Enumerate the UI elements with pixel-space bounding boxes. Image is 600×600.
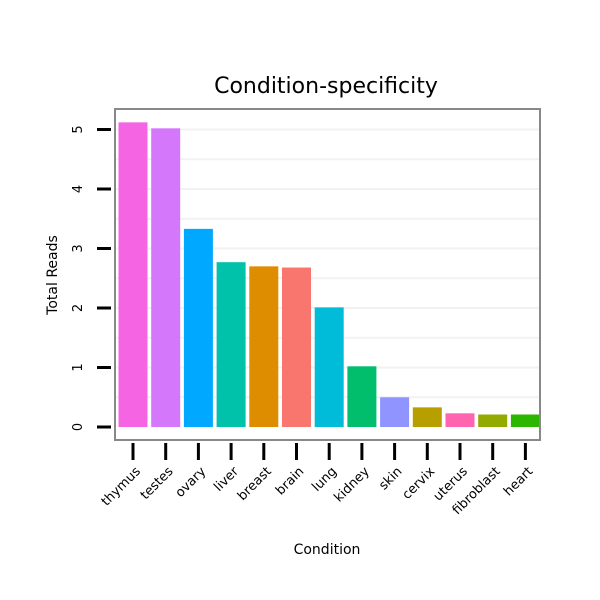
x-tick-label-breast: breast [235, 464, 275, 504]
y-tick-label: 0 [71, 423, 86, 431]
x-tick-label-testes: testes [138, 464, 177, 503]
y-axis: 0 1 2 3 4 5 [71, 125, 111, 431]
bar-testes [151, 128, 181, 427]
bar-liver [216, 262, 246, 427]
bar-brain [282, 267, 311, 427]
bar-ovary [183, 228, 213, 427]
x-tick-label-heart: heart [501, 464, 536, 499]
y-tick-label: 1 [71, 363, 86, 371]
x-tick-label-kidney: kidney [331, 464, 372, 505]
x-axis-label: Condition [294, 542, 361, 558]
chart-title: Condition-specificity [214, 74, 438, 99]
bar-thymus [118, 122, 148, 428]
bar-cervix [412, 407, 442, 427]
y-tick-label: 4 [71, 185, 86, 193]
bar-fibroblast [478, 414, 508, 427]
x-tick-label-thymus: thymus [99, 464, 144, 509]
bar-lung [314, 307, 344, 427]
y-axis-label: Total Reads [45, 235, 61, 316]
y-tick-label: 2 [71, 304, 86, 312]
bar-kidney [347, 366, 377, 427]
x-tick-label-ovary: ovary [173, 464, 210, 501]
y-tick-label: 5 [71, 125, 86, 133]
x-tick-label-cervix: cervix [400, 464, 439, 503]
bar-uterus [445, 413, 475, 427]
plot-border [114, 108, 541, 441]
x-tick-label-skin: skin [376, 464, 405, 493]
bar-breast [249, 266, 279, 427]
y-tick-label: 3 [71, 244, 86, 252]
bar-skin [380, 397, 410, 427]
bars [118, 122, 540, 428]
bar-heart [510, 414, 540, 427]
x-tick-label-brain: brain [273, 464, 307, 498]
